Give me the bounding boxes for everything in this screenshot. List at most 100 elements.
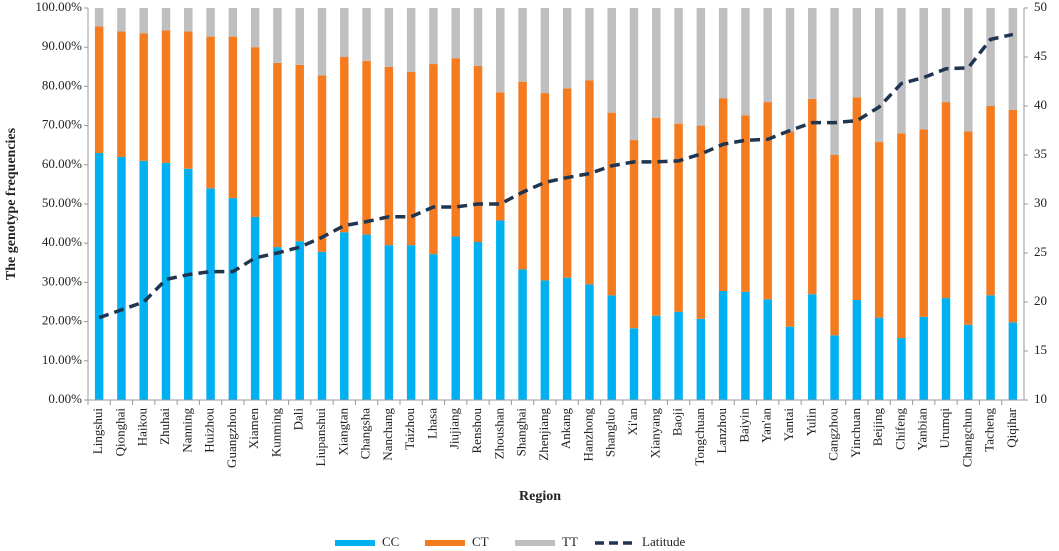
bar-segment xyxy=(161,162,171,400)
bar-segment xyxy=(607,112,616,296)
bar-segment xyxy=(585,284,594,400)
bar-segment xyxy=(451,236,460,400)
x-tick-label: Jiujiang xyxy=(447,408,462,450)
bar-segment xyxy=(117,156,126,400)
bar-segment xyxy=(273,8,282,63)
x-tick-label: Lingshui xyxy=(90,408,105,455)
bar-segment xyxy=(250,8,260,48)
bar-segment xyxy=(250,216,260,400)
x-tick-label: Xiamen xyxy=(246,408,261,450)
y2-tick-label: 30 xyxy=(1034,195,1047,210)
bar-segment xyxy=(808,8,817,99)
x-tick-label: Chifeng xyxy=(892,408,907,450)
x-tick-label: Dali xyxy=(291,408,306,431)
bar-segment xyxy=(919,129,928,317)
x-tick-label: Xianyang xyxy=(647,408,662,459)
bar-segment xyxy=(206,188,215,400)
bar-segment xyxy=(340,232,349,400)
bar-segment xyxy=(518,81,527,270)
y-tick-label: 80.00% xyxy=(42,77,82,92)
legend-swatch xyxy=(515,540,555,546)
bar-segment xyxy=(317,75,327,252)
y2-tick-label: 45 xyxy=(1034,48,1047,63)
x-tick-label: Lhasa xyxy=(424,408,439,439)
bar-segment xyxy=(317,8,327,76)
bar-segment xyxy=(629,8,639,141)
x-tick-label: Xi'an xyxy=(625,408,640,436)
y2-tick-label: 50 xyxy=(1034,0,1047,14)
bar-segment xyxy=(139,8,148,34)
bar-segment xyxy=(362,8,371,61)
bar-segment xyxy=(206,36,215,189)
x-tick-label: Hanzhong xyxy=(580,408,595,462)
legend-label: CC xyxy=(382,534,399,549)
bar-segment xyxy=(785,131,795,327)
x-tick-label: Nanning xyxy=(179,408,194,453)
bar-segment xyxy=(874,8,884,143)
x-tick-label: Yulin xyxy=(803,408,818,437)
bar-segment xyxy=(585,80,594,285)
y2-tick-label: 10 xyxy=(1034,391,1047,406)
line-series xyxy=(98,32,1014,320)
bar-segment xyxy=(964,324,973,400)
bar-segment xyxy=(562,8,572,89)
bar-segment xyxy=(473,8,483,67)
bar-segment xyxy=(496,8,505,93)
bar-segment xyxy=(607,295,616,400)
y-tick-label: 100.00% xyxy=(35,0,82,14)
bar-segment xyxy=(696,125,706,319)
bar-segment xyxy=(295,241,304,400)
bar-segment xyxy=(674,311,683,400)
y-tick-label: 0.00% xyxy=(48,391,82,406)
x-tick-label: Lanzhou xyxy=(714,408,729,454)
bar-segment xyxy=(540,280,550,400)
bar-segment xyxy=(986,106,995,296)
bar-segment xyxy=(897,338,906,400)
x-tick-label: Shangluo xyxy=(603,408,618,457)
bar-segment xyxy=(986,8,995,106)
y2-tick-label: 25 xyxy=(1034,244,1047,259)
bar-segment xyxy=(451,8,460,59)
bar-segment xyxy=(362,60,371,235)
bar-segment xyxy=(496,92,505,221)
legend-label: CT xyxy=(472,534,489,549)
x-tick-label: Tongchuan xyxy=(692,408,707,466)
x-tick-label: Yantai xyxy=(781,408,796,442)
bar-segment xyxy=(518,269,527,400)
bar-segment xyxy=(429,64,438,255)
bar-segment xyxy=(785,326,795,400)
x-tick-label: Yinchuan xyxy=(848,408,863,458)
bar-segment xyxy=(652,117,661,316)
y2-tick-label: 20 xyxy=(1034,293,1047,308)
bar-segment xyxy=(696,8,706,126)
x-tick-label: Urumqi xyxy=(937,408,952,449)
bar-segment xyxy=(763,299,772,400)
x-tick-label: Changsha xyxy=(358,408,373,460)
bar-segment xyxy=(830,335,839,400)
bar-segment xyxy=(941,8,951,103)
y-tick-label: 30.00% xyxy=(42,273,82,288)
x-tick-label: Kunming xyxy=(268,408,283,458)
bar-segment xyxy=(384,66,394,246)
y-tick-label: 40.00% xyxy=(42,234,82,249)
bar-segment xyxy=(273,62,282,248)
bar-segment xyxy=(139,160,148,400)
bar-segment xyxy=(941,102,951,299)
bar-segment xyxy=(830,8,839,155)
legend-swatch xyxy=(335,540,375,546)
x-tick-label: Ankang xyxy=(558,408,573,450)
bar-segment xyxy=(496,220,505,400)
bar-segment xyxy=(228,8,238,37)
y-tick-label: 10.00% xyxy=(42,352,82,367)
x-tick-label: Baoji xyxy=(670,408,685,437)
bar-segment xyxy=(986,295,995,400)
x-tick-label: Nanchang xyxy=(380,408,395,461)
bar-segment xyxy=(674,8,683,124)
bar-segment xyxy=(852,97,862,301)
bar-segment xyxy=(228,36,238,199)
x-tick-label: Beijing xyxy=(870,408,885,447)
bar-segment xyxy=(94,8,104,27)
y2-tick-label: 15 xyxy=(1034,342,1047,357)
bar-segment xyxy=(384,8,394,67)
